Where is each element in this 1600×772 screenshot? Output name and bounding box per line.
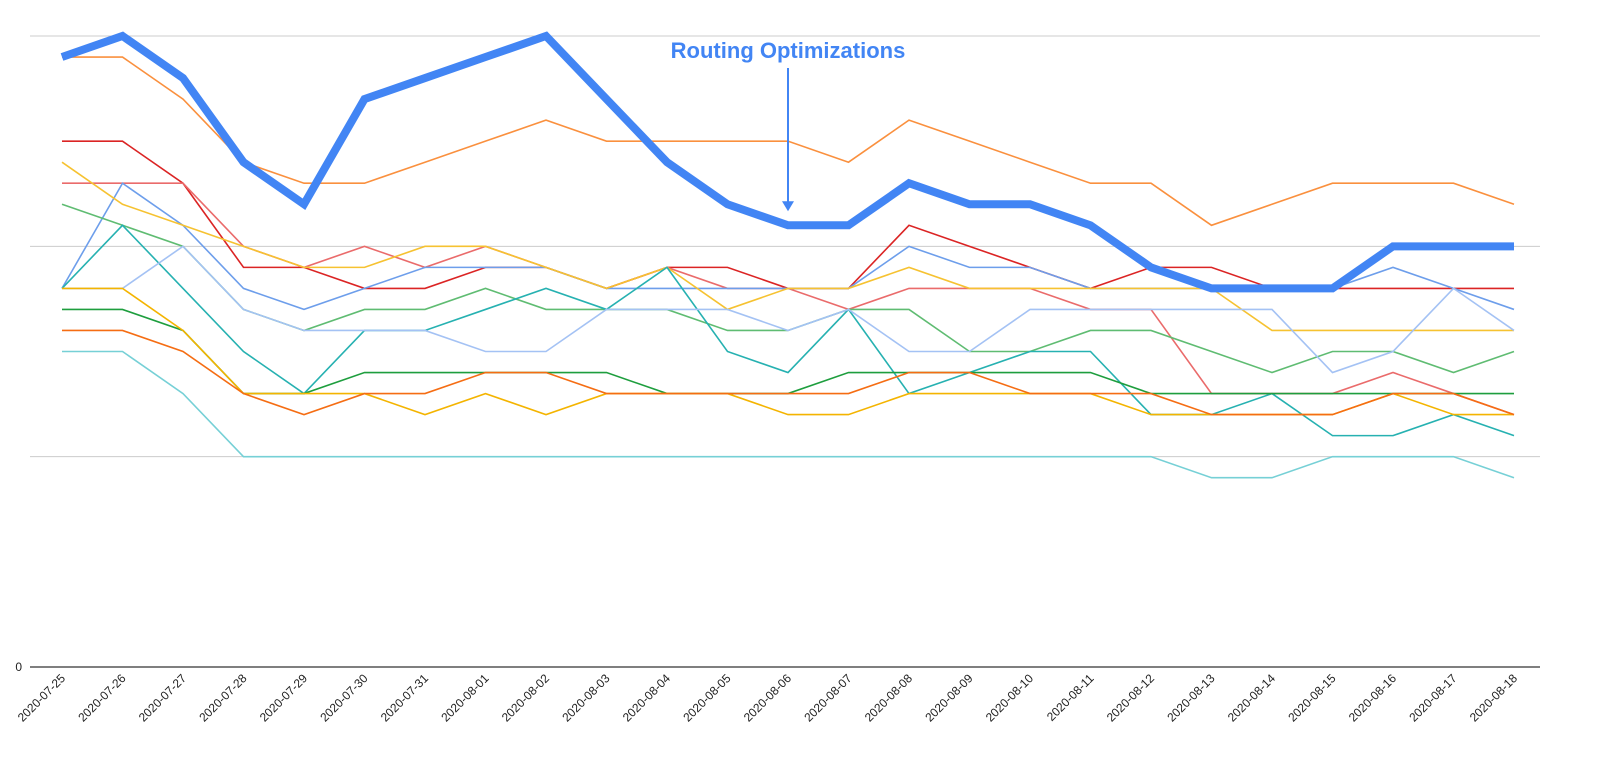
x-tick-label: 2020-08-09 (922, 671, 976, 725)
x-tick-label: 2020-08-12 (1104, 671, 1158, 725)
x-tick-label: 2020-08-16 (1346, 671, 1400, 725)
x-tick-label: 2020-08-11 (1044, 671, 1097, 724)
annotations: Routing Optimizations (671, 38, 906, 212)
x-tick-label: 2020-07-28 (196, 671, 250, 725)
x-tick-label: 2020-08-08 (862, 671, 916, 725)
x-tick-label: 2020-08-10 (983, 671, 1037, 725)
series-line (62, 329, 1515, 416)
x-tick-label: 2020-08-07 (801, 671, 855, 725)
x-tick-label: 2020-08-14 (1225, 671, 1279, 725)
x-tick-label: 2020-07-27 (136, 671, 190, 725)
x-tick-label: 2020-07-30 (317, 671, 371, 725)
x-tick-label: 2020-08-02 (499, 671, 553, 725)
annotation-arrowhead (782, 201, 794, 212)
series-line (62, 350, 1515, 479)
x-tick-label: 2020-07-31 (378, 671, 432, 725)
x-tick-label: 2020-08-06 (741, 671, 795, 725)
x-tick-label: 2020-08-17 (1406, 671, 1460, 725)
x-tick-label: 2020-08-15 (1285, 671, 1339, 725)
series-lines (60, 31, 1515, 479)
x-tick-label: 2020-08-18 (1467, 671, 1521, 725)
x-tick-label: 2020-08-01 (438, 671, 492, 725)
x-tick-label: 2020-08-04 (620, 671, 674, 725)
series-line (62, 287, 1514, 416)
x-tick-label: 2020-07-26 (75, 671, 129, 725)
x-tick-label: 2020-07-25 (15, 671, 69, 725)
x-tick-label: 2020-08-05 (680, 671, 734, 725)
annotation-label: Routing Optimizations (671, 38, 906, 63)
highlighted-series-line (60, 31, 1514, 293)
x-tick-label: 2020-08-03 (559, 671, 613, 725)
x-tick-label: 2020-07-29 (257, 671, 311, 725)
series-line (61, 161, 1514, 332)
series-line (62, 245, 1515, 374)
series-line (62, 182, 1515, 416)
x-tick-label: 2020-08-13 (1164, 671, 1218, 725)
y-tick-label: 0 (15, 660, 22, 674)
